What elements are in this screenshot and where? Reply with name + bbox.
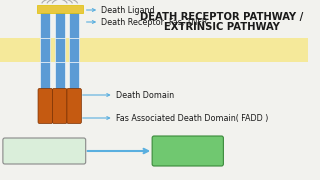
Bar [55, 62, 65, 90]
Bar [69, 8, 79, 38]
Bar [55, 38, 65, 62]
Bar [69, 38, 79, 62]
Bar [40, 8, 50, 38]
Text: Death Receptor  Fas, TNFR: Death Receptor Fas, TNFR [101, 17, 207, 26]
Bar [0, 38, 308, 62]
Bar [40, 62, 50, 90]
Text: Activated
Caspase 8: Activated Caspase 8 [164, 141, 212, 161]
Bar [55, 8, 65, 38]
Text: Procaspase 8: Procaspase 8 [13, 147, 76, 156]
FancyBboxPatch shape [38, 89, 52, 123]
Bar [69, 62, 79, 90]
FancyBboxPatch shape [67, 89, 81, 123]
Bar [36, 5, 83, 13]
FancyBboxPatch shape [3, 138, 86, 164]
Text: DEATH RECEPTOR PATHWAY /: DEATH RECEPTOR PATHWAY / [140, 12, 303, 22]
Text: Fas Associated Death Domain( FADD ): Fas Associated Death Domain( FADD ) [116, 114, 268, 123]
FancyBboxPatch shape [152, 136, 223, 166]
FancyBboxPatch shape [52, 89, 67, 123]
Bar [40, 38, 50, 62]
Text: Death Domain: Death Domain [116, 91, 174, 100]
Text: Death Ligand: Death Ligand [101, 6, 155, 15]
Text: EXTRINSIC PATHWAY: EXTRINSIC PATHWAY [164, 22, 279, 32]
